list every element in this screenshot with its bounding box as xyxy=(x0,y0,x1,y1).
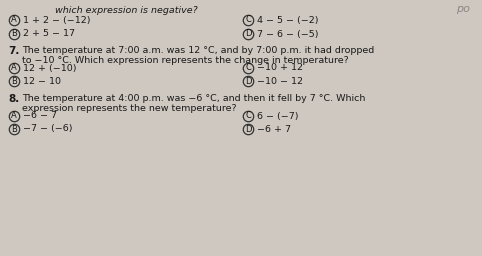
Text: 12 + (−10): 12 + (−10) xyxy=(23,63,77,72)
Text: 7.: 7. xyxy=(8,46,19,56)
Text: B: B xyxy=(11,77,17,86)
Text: A: A xyxy=(11,112,17,121)
Text: C: C xyxy=(245,63,251,72)
Text: −10 + 12: −10 + 12 xyxy=(257,63,303,72)
Text: 4 − 5 − (−2): 4 − 5 − (−2) xyxy=(257,16,319,25)
Text: expression represents the new temperature?: expression represents the new temperatur… xyxy=(22,104,237,113)
Text: −6 + 7: −6 + 7 xyxy=(257,124,291,133)
Text: −10 − 12: −10 − 12 xyxy=(257,77,303,86)
Text: The temperature at 4:00 p.m. was −6 °C, and then it fell by 7 °C. Which: The temperature at 4:00 p.m. was −6 °C, … xyxy=(22,94,365,103)
Text: 7 − 6 − (−5): 7 − 6 − (−5) xyxy=(257,29,319,38)
Text: B: B xyxy=(11,124,17,133)
Text: C: C xyxy=(245,16,251,25)
Text: C: C xyxy=(245,112,251,121)
Text: 2 + 5 − 17: 2 + 5 − 17 xyxy=(23,29,75,38)
Text: po: po xyxy=(456,4,470,14)
Text: B: B xyxy=(11,29,17,38)
Text: 1 + 2 − (−12): 1 + 2 − (−12) xyxy=(23,16,91,25)
Text: −7 − (−6): −7 − (−6) xyxy=(23,124,72,133)
Text: A: A xyxy=(11,16,17,25)
Text: D: D xyxy=(245,29,251,38)
Text: 12 − 10: 12 − 10 xyxy=(23,77,61,86)
Text: 6 − (−7): 6 − (−7) xyxy=(257,112,298,121)
Text: −6 − 7: −6 − 7 xyxy=(23,112,57,121)
Text: A: A xyxy=(11,63,17,72)
Text: The temperature at 7:00 a.m. was 12 °C, and by 7:00 p.m. it had dropped: The temperature at 7:00 a.m. was 12 °C, … xyxy=(22,46,374,55)
Text: D: D xyxy=(245,124,251,133)
Text: 8.: 8. xyxy=(8,94,19,104)
Text: to −10 °C. Which expression represents the change in temperature?: to −10 °C. Which expression represents t… xyxy=(22,56,349,65)
Text: D: D xyxy=(245,77,251,86)
Text: which expression is negative?: which expression is negative? xyxy=(55,6,198,15)
